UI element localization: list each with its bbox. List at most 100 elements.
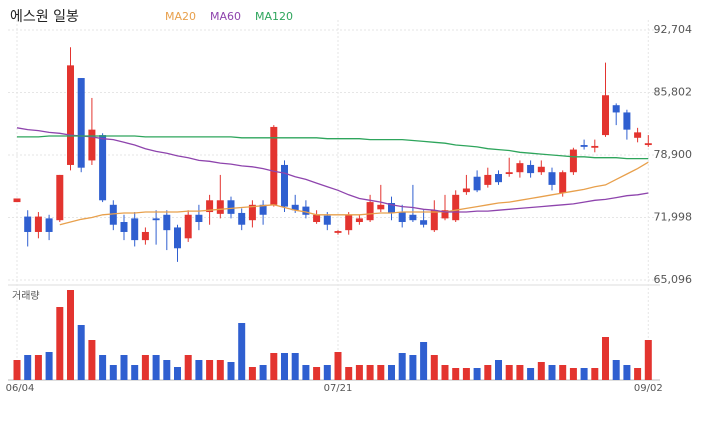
x-tick-label: 07/21 bbox=[324, 383, 353, 394]
candle-body bbox=[45, 218, 53, 232]
candle-body bbox=[612, 105, 620, 113]
volume-bar bbox=[430, 355, 438, 380]
volume-bar bbox=[580, 368, 588, 380]
candle-body bbox=[56, 174, 64, 221]
candle-body bbox=[99, 135, 107, 201]
candle-body bbox=[505, 172, 513, 175]
candle-body bbox=[77, 78, 85, 168]
volume-bar bbox=[152, 355, 160, 380]
volume-bar bbox=[77, 325, 85, 380]
candle-body bbox=[174, 227, 181, 249]
candle-body bbox=[377, 204, 385, 210]
candle-body bbox=[313, 214, 321, 223]
candle-body bbox=[409, 214, 417, 221]
volume-bar bbox=[195, 360, 203, 380]
volume-bar bbox=[409, 355, 417, 380]
candle-body bbox=[441, 210, 449, 219]
candle-body bbox=[109, 204, 117, 225]
candle-body bbox=[634, 132, 642, 138]
candle-body bbox=[152, 218, 160, 221]
volume-bar bbox=[248, 367, 256, 380]
candle-body bbox=[238, 212, 246, 225]
volume-bar bbox=[537, 362, 545, 380]
volume-bar bbox=[377, 365, 385, 380]
candle-body bbox=[420, 220, 428, 225]
volume-bar bbox=[366, 365, 374, 380]
volume-bar bbox=[388, 365, 395, 380]
candle-body bbox=[366, 202, 374, 221]
volume-bar bbox=[56, 307, 64, 380]
x-tick-label: 06/04 bbox=[6, 383, 35, 394]
volume-bar bbox=[516, 365, 524, 380]
volume-bar bbox=[13, 360, 21, 380]
candle-body bbox=[355, 218, 363, 223]
candle-body bbox=[462, 188, 470, 193]
candle-body bbox=[281, 164, 288, 207]
candle-body bbox=[302, 206, 310, 215]
volume-bar bbox=[473, 368, 481, 380]
candle-body bbox=[216, 200, 224, 214]
candle-body bbox=[227, 200, 235, 214]
volume-bar bbox=[163, 360, 171, 380]
volume-bar bbox=[24, 355, 32, 380]
volume-bar bbox=[398, 353, 406, 380]
candle-body bbox=[602, 95, 609, 136]
legend-entry: MA120 bbox=[255, 10, 293, 23]
volume-bar bbox=[644, 340, 652, 380]
volume-bar bbox=[206, 360, 214, 380]
volume-bar bbox=[131, 365, 139, 380]
volume-bar bbox=[420, 342, 428, 380]
candle-body bbox=[388, 202, 395, 213]
candle-body bbox=[569, 149, 577, 173]
volume-bar bbox=[334, 352, 342, 380]
candle-body bbox=[591, 145, 599, 148]
volume-bar bbox=[184, 355, 192, 380]
candle-body bbox=[248, 204, 256, 221]
candle-body bbox=[195, 214, 203, 223]
candle-body bbox=[473, 176, 481, 191]
candle-body bbox=[345, 214, 353, 231]
candle-body bbox=[88, 129, 96, 161]
volume-bar bbox=[452, 368, 460, 380]
candle-body bbox=[120, 222, 128, 232]
candle-body bbox=[131, 218, 139, 241]
candle-body bbox=[516, 163, 524, 173]
volume-bar bbox=[623, 365, 631, 380]
volume-bar bbox=[548, 365, 556, 380]
candle-body bbox=[537, 166, 545, 173]
volume-bar bbox=[291, 353, 299, 380]
candle-body bbox=[163, 214, 171, 231]
candle-body bbox=[623, 112, 631, 130]
candle-body bbox=[580, 145, 588, 147]
volume-bar bbox=[323, 365, 331, 380]
volume-bar bbox=[120, 355, 128, 380]
volume-bar bbox=[441, 365, 449, 380]
ma-line bbox=[17, 135, 649, 160]
candle-body bbox=[430, 210, 438, 231]
candle-body bbox=[291, 204, 299, 211]
candle-body bbox=[24, 216, 32, 232]
candle-body bbox=[184, 214, 192, 239]
chart-title: 에스원 일봉 bbox=[10, 9, 79, 25]
y-tick-label: 65,096 bbox=[654, 273, 693, 286]
volume-bar bbox=[569, 368, 577, 380]
candle-body bbox=[323, 215, 331, 225]
volume-bar bbox=[45, 352, 53, 380]
candle-body bbox=[644, 143, 652, 146]
volume-bar bbox=[34, 355, 42, 380]
volume-bar bbox=[505, 365, 513, 380]
volume-label: 거래량 bbox=[12, 290, 40, 302]
ma-line bbox=[59, 161, 649, 226]
legend-entry: MA60 bbox=[210, 10, 241, 23]
volume-bar bbox=[602, 337, 609, 380]
volume-bar bbox=[216, 360, 224, 380]
candle-body bbox=[495, 174, 502, 183]
candle-body bbox=[398, 212, 406, 223]
volume-bar bbox=[591, 368, 599, 380]
volume-bar bbox=[634, 368, 642, 380]
volume-bar bbox=[259, 365, 267, 380]
candle-body bbox=[559, 172, 567, 194]
volume-bar bbox=[227, 362, 235, 380]
y-tick-label: 78,900 bbox=[654, 148, 693, 161]
